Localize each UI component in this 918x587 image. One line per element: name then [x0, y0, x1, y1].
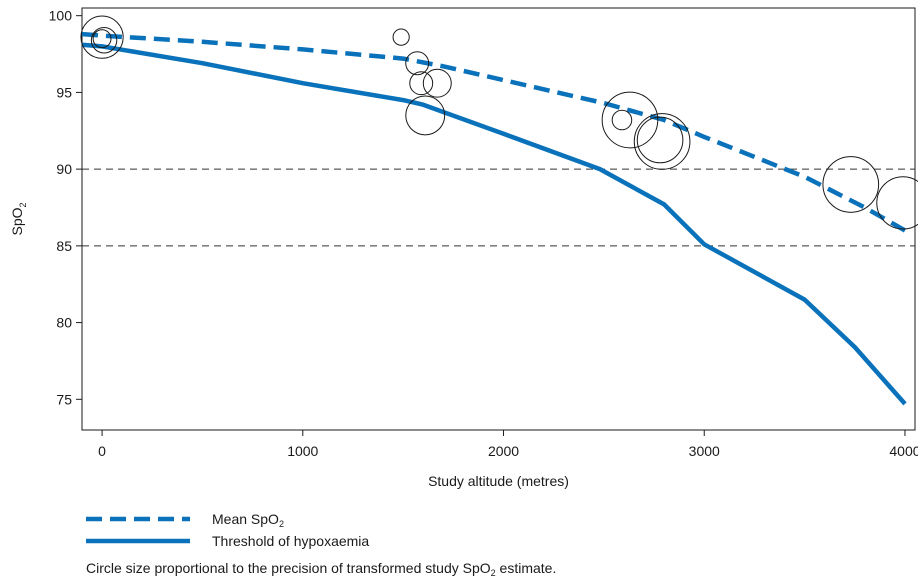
footnote: Circle size proportional to the precisio… — [86, 560, 557, 578]
study-point-5 — [405, 51, 430, 76]
x-tick-label-2000: 2000 — [488, 443, 519, 459]
y-axis-title: SpO2 — [9, 202, 28, 235]
study-point-9 — [611, 109, 633, 131]
x-axis-title: Study altitude (metres) — [428, 473, 569, 489]
y-tick-label-90: 90 — [56, 161, 72, 177]
footnote-after: estimate. — [495, 560, 557, 576]
legend-item-mean: Mean SpO2 — [86, 508, 369, 530]
chart-svg: 0 1000 2000 3000 4000 75 80 85 90 95 100 Study alt… — [9, 7, 918, 489]
study-point-1 — [80, 15, 124, 59]
legend: Mean SpO2 Threshold of hypoxaemia — [86, 508, 369, 552]
study-point-11 — [636, 116, 684, 164]
legend-swatch-dashed — [86, 516, 190, 522]
points-group — [80, 15, 918, 230]
y-tick-label-85: 85 — [56, 238, 72, 254]
y-tick-label-80: 80 — [56, 315, 72, 331]
x-tick-label-4000: 4000 — [889, 443, 918, 459]
study-point-2 — [90, 27, 118, 54]
footnote-sub: 2 — [490, 568, 496, 578]
y-axis-title-base: SpO — [9, 207, 25, 235]
legend-label-mean-sub: 2 — [278, 519, 284, 529]
x-tick-label-3000: 3000 — [689, 443, 720, 459]
series-line-mean-spo2 — [81, 31, 907, 233]
study-point-3 — [92, 29, 112, 49]
legend-item-threshold: Threshold of hypoxaemia — [86, 530, 369, 552]
study-point-6 — [409, 71, 434, 96]
reference-lines — [82, 168, 915, 247]
study-point-8 — [405, 95, 446, 136]
footnote-before: Circle size proportional to the precisio… — [86, 560, 491, 576]
axes-group: 0 1000 2000 3000 4000 75 80 85 90 95 100 — [49, 8, 918, 459]
x-tick-label-0: 0 — [98, 443, 106, 459]
y-axis-title-sub: 2 — [18, 202, 28, 207]
legend-label-mean-base: Mean SpO — [212, 511, 279, 527]
study-point-4 — [392, 28, 410, 46]
study-point-10 — [601, 91, 659, 149]
series-line-threshold-hypoxaemia — [81, 42, 907, 406]
legend-label-mean: Mean SpO2 — [212, 511, 284, 529]
y-tick-label-95: 95 — [56, 84, 72, 100]
x-tick-label-1000: 1000 — [287, 443, 318, 459]
series-group — [81, 31, 907, 406]
study-point-14 — [876, 176, 918, 230]
svg-text:SpO2: SpO2 — [9, 202, 28, 235]
legend-label-threshold: Threshold of hypoxaemia — [212, 533, 370, 549]
study-point-7 — [422, 68, 452, 98]
study-point-13 — [822, 156, 880, 213]
plot-frame — [81, 7, 916, 431]
legend-swatch-solid — [86, 538, 190, 544]
y-tick-label-100: 100 — [49, 8, 73, 24]
y-tick-label-75: 75 — [56, 391, 72, 407]
study-point-12 — [633, 113, 691, 170]
